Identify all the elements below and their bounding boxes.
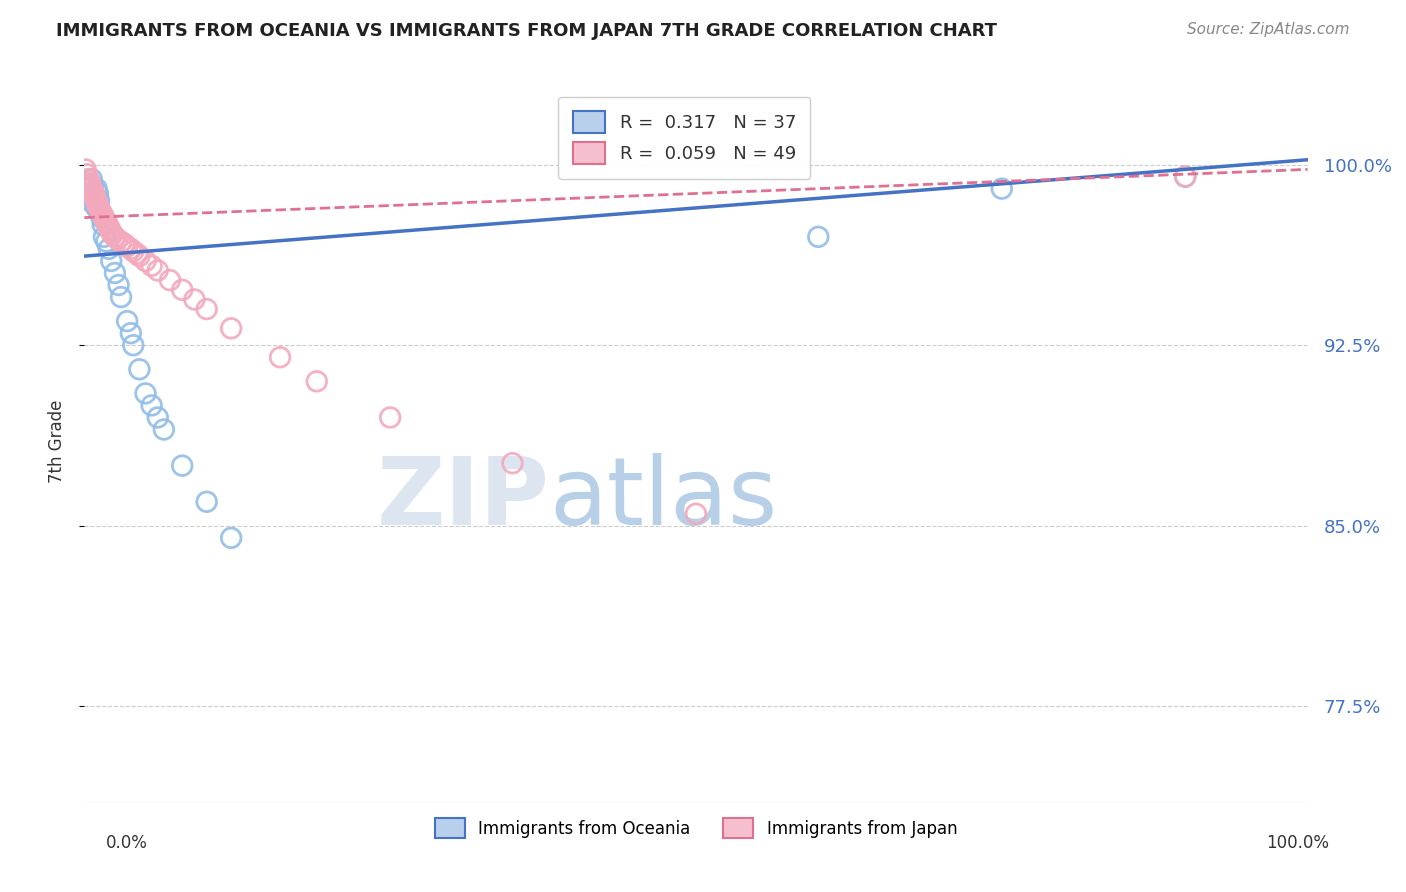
Text: 100.0%: 100.0% (1265, 834, 1329, 852)
Point (96, 215, 118, 229)
Point (82, 179, 104, 194)
Point (84, 198, 107, 212)
Point (80, 181, 103, 195)
Point (87, 194, 110, 208)
Point (1174, 169, 1197, 184)
Point (122, 338, 145, 352)
Point (135, 254, 157, 268)
Point (86, 194, 108, 208)
Point (83, 189, 105, 203)
Point (94, 213, 117, 227)
Point (110, 290, 132, 304)
Legend: Immigrants from Oceania, Immigrants from Japan: Immigrants from Oceania, Immigrants from… (427, 812, 965, 845)
Point (195, 302, 218, 317)
Text: ZIP: ZIP (377, 453, 550, 545)
Point (77, 174, 100, 188)
Point (115, 239, 138, 253)
Point (97, 242, 120, 256)
Point (89, 203, 111, 218)
Point (75, 162, 97, 177)
Point (172, 283, 194, 297)
Point (141, 259, 163, 273)
Point (79, 177, 101, 191)
Text: atlas: atlas (550, 453, 778, 545)
Point (305, 374, 328, 388)
Point (146, 410, 169, 425)
Point (91, 208, 114, 222)
Text: 0.0%: 0.0% (105, 834, 148, 852)
Point (1174, 169, 1197, 184)
Point (86, 201, 108, 215)
Point (84, 191, 107, 205)
Point (97, 218, 120, 232)
Text: 7th Grade: 7th Grade (48, 400, 66, 483)
Point (172, 458, 194, 473)
Point (991, 181, 1014, 195)
Point (90, 211, 112, 225)
Point (269, 350, 291, 364)
Point (110, 235, 132, 249)
Point (90, 205, 112, 219)
Point (87, 186, 110, 201)
Point (83, 189, 105, 203)
Point (77, 194, 100, 208)
Point (105, 232, 128, 246)
Point (115, 314, 138, 328)
Point (128, 362, 150, 376)
Point (96, 235, 118, 249)
Point (97, 220, 120, 235)
Point (80, 172, 103, 186)
Point (83, 194, 105, 208)
Point (93, 229, 115, 244)
Point (86, 181, 108, 195)
Text: Source: ZipAtlas.com: Source: ZipAtlas.com (1187, 22, 1350, 37)
Point (79, 177, 101, 191)
Point (120, 242, 142, 256)
Point (93, 211, 115, 225)
Point (79, 186, 101, 201)
Point (146, 263, 169, 277)
Point (502, 456, 524, 470)
Point (122, 244, 145, 259)
Point (125, 246, 148, 260)
Point (120, 326, 142, 340)
Point (100, 254, 122, 268)
Point (114, 237, 136, 252)
Point (219, 531, 242, 545)
Point (82, 184, 104, 198)
Point (128, 249, 150, 263)
Point (91, 218, 114, 232)
Point (87, 201, 110, 215)
Point (107, 277, 129, 292)
Point (86, 196, 108, 211)
Point (380, 410, 402, 425)
Point (87, 198, 110, 212)
Point (685, 507, 707, 521)
Point (183, 293, 205, 307)
Point (104, 229, 127, 244)
Point (219, 321, 242, 335)
Point (100, 225, 122, 239)
Point (807, 229, 830, 244)
Point (153, 422, 176, 436)
Point (195, 494, 218, 508)
Point (101, 227, 124, 242)
Text: IMMIGRANTS FROM OCEANIA VS IMMIGRANTS FROM JAPAN 7TH GRADE CORRELATION CHART: IMMIGRANTS FROM OCEANIA VS IMMIGRANTS FR… (56, 22, 997, 40)
Point (76, 181, 98, 195)
Point (89, 205, 111, 219)
Point (79, 179, 101, 194)
Point (159, 273, 181, 287)
Point (98, 222, 121, 236)
Point (76, 167, 98, 181)
Point (77, 172, 100, 186)
Point (83, 186, 105, 201)
Point (135, 386, 157, 401)
Point (104, 266, 127, 280)
Point (141, 398, 163, 412)
